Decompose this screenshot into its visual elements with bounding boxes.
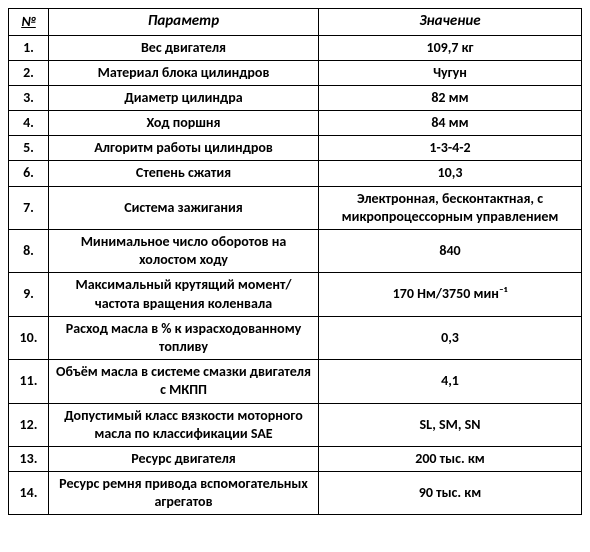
cell-param: Ресурс ремня привода вспомогательных агр… [49,472,319,515]
cell-num: 2. [9,60,49,85]
cell-param: Расход масла в % к израсходованному топл… [49,316,319,359]
cell-param: Ход поршня [49,111,319,136]
header-num: № [9,9,49,36]
cell-value: 200 тыс. км [319,446,582,471]
table-row: 11.Объём масла в системе смазки двигател… [9,360,582,403]
table-row: 10.Расход масла в % к израсходованному т… [9,316,582,359]
cell-num: 12. [9,403,49,446]
table-row: 12.Допустимый класс вязкости моторного м… [9,403,582,446]
cell-value: 82 мм [319,85,582,110]
cell-param: Максимальный крутящий момент/ частота вр… [49,273,319,316]
cell-param: Минимальное число оборотов на холостом х… [49,230,319,273]
cell-value: 10,3 [319,161,582,186]
cell-value: 1-3-4-2 [319,136,582,161]
spec-table: № Параметр Значение 1.Вес двигателя109,7… [8,8,582,515]
cell-param: Система зажигания [49,186,319,229]
table-row: 3.Диаметр цилиндра82 мм [9,85,582,110]
cell-value: 90 тыс. км [319,472,582,515]
table-row: 13.Ресурс двигателя200 тыс. км [9,446,582,471]
table-row: 5.Алгоритм работы цилиндров1-3-4-2 [9,136,582,161]
cell-value: Чугун [319,60,582,85]
table-row: 2.Материал блока цилиндровЧугун [9,60,582,85]
table-row: 14.Ресурс ремня привода вспомогательных … [9,472,582,515]
cell-num: 1. [9,35,49,60]
cell-value: 0,3 [319,316,582,359]
cell-num: 7. [9,186,49,229]
cell-param: Материал блока цилиндров [49,60,319,85]
cell-num: 14. [9,472,49,515]
cell-value: 84 мм [319,111,582,136]
cell-num: 5. [9,136,49,161]
cell-value: 170 Нм/3750 мин⁻¹ [319,273,582,316]
cell-value: 840 [319,230,582,273]
table-row: 8.Минимальное число оборотов на холостом… [9,230,582,273]
cell-num: 9. [9,273,49,316]
table-row: 1.Вес двигателя109,7 кг [9,35,582,60]
table-body: 1.Вес двигателя109,7 кг2.Материал блока … [9,35,582,515]
cell-param: Объём масла в системе смазки двигателя с… [49,360,319,403]
cell-num: 6. [9,161,49,186]
cell-value: 4,1 [319,360,582,403]
cell-param: Диаметр цилиндра [49,85,319,110]
table-row: 6.Степень сжатия10,3 [9,161,582,186]
cell-num: 11. [9,360,49,403]
cell-param: Степень сжатия [49,161,319,186]
cell-num: 8. [9,230,49,273]
cell-param: Допустимый класс вязкости моторного масл… [49,403,319,446]
cell-num: 13. [9,446,49,471]
cell-value: 109,7 кг [319,35,582,60]
cell-param: Алгоритм работы цилиндров [49,136,319,161]
cell-param: Ресурс двигателя [49,446,319,471]
cell-param: Вес двигателя [49,35,319,60]
header-value: Значение [319,9,582,36]
cell-num: 10. [9,316,49,359]
header-param: Параметр [49,9,319,36]
table-row: 7.Система зажиганияЭлектронная, бесконта… [9,186,582,229]
cell-value: SL, SM, SN [319,403,582,446]
cell-value: Электронная, бесконтактная, с микропроце… [319,186,582,229]
cell-num: 3. [9,85,49,110]
table-header-row: № Параметр Значение [9,9,582,36]
table-row: 9.Максимальный крутящий момент/ частота … [9,273,582,316]
table-row: 4.Ход поршня84 мм [9,111,582,136]
cell-num: 4. [9,111,49,136]
